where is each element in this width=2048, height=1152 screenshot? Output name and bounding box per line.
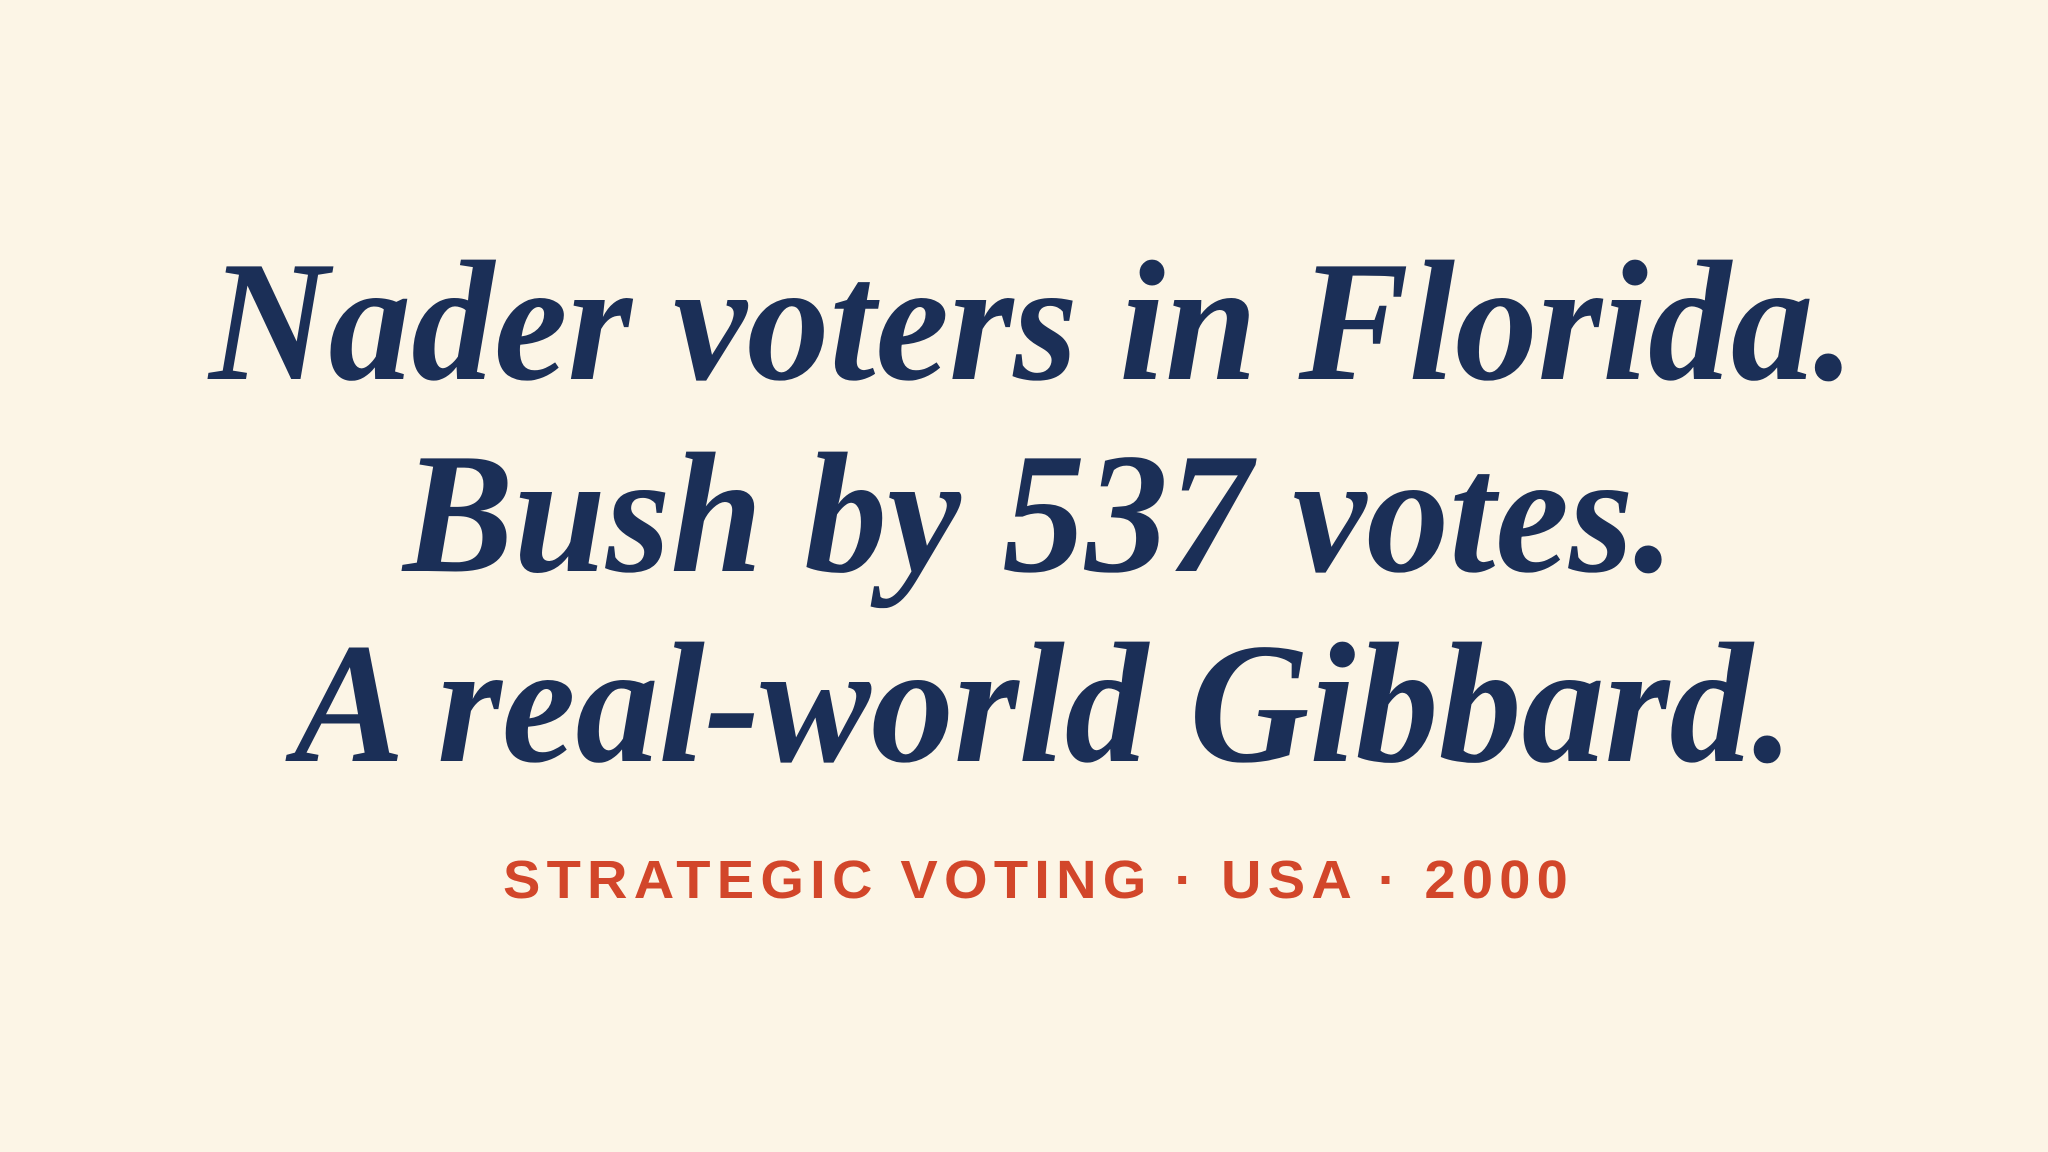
headline-line: Bush by 537 votes. [401,419,1675,609]
tagline: STRATEGIC VOTING · USA · 2000 [503,850,1574,910]
headline-line: Nader voters in Florida. [207,227,1855,417]
headline-line: A real-world Gibbard. [285,609,1794,799]
